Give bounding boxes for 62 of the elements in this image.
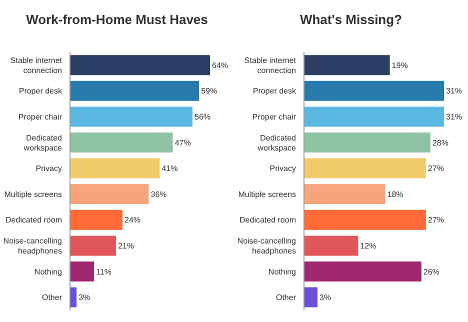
- data-label: 41%: [162, 164, 178, 174]
- bar: [70, 132, 173, 152]
- data-label: 26%: [423, 267, 440, 276]
- y-tick-label: Proper desk: [252, 86, 297, 96]
- bar: [70, 210, 122, 230]
- y-tick-label: Other: [276, 292, 296, 302]
- bar: [70, 236, 116, 256]
- bar: [70, 261, 94, 282]
- data-label: 64%: [212, 60, 228, 70]
- y-tick-label: Noise-cancelling headphones: [3, 236, 62, 255]
- y-tick-label: Other: [42, 292, 62, 302]
- bar: [304, 236, 358, 256]
- bar: [70, 287, 77, 308]
- data-label: 31%: [446, 112, 462, 122]
- y-tick-label: Dedicated room: [240, 215, 296, 224]
- chart-title: What's Missing?: [298, 11, 404, 29]
- bar: [70, 158, 160, 178]
- data-label: 27%: [428, 216, 444, 225]
- y-tick-label: Noise-cancelling headphones: [237, 236, 296, 255]
- bar: [70, 106, 192, 127]
- data-label: 31%: [446, 86, 462, 96]
- y-tick-label: Dedicated workspace: [22, 132, 63, 152]
- bar: [70, 80, 200, 101]
- bar: [304, 158, 426, 178]
- y-tick-label: Stable internet connection: [10, 55, 63, 74]
- y-tick-label: Proper chair: [252, 112, 296, 121]
- data-label: 11%: [96, 267, 112, 276]
- y-tick-label: Proper desk: [18, 86, 63, 96]
- data-label: 27%: [428, 164, 444, 174]
- y-tick-label: Nothing: [34, 266, 62, 276]
- data-label: 24%: [124, 216, 141, 225]
- bar: [304, 80, 444, 101]
- bar: [304, 106, 444, 127]
- data-label: 21%: [118, 242, 134, 251]
- y-tick-label: Multiple screens: [4, 189, 62, 198]
- y-tick-label: Dedicated workspace: [256, 132, 297, 152]
- data-label: 59%: [201, 86, 218, 96]
- data-label: 12%: [360, 242, 376, 251]
- bar: [70, 184, 149, 204]
- chart-title: Work-from-Home Must Haves: [25, 11, 209, 29]
- y-tick-label: Multiple screens: [238, 189, 296, 198]
- data-label: 18%: [387, 190, 404, 199]
- bar: [304, 210, 426, 230]
- y-tick-label: Stable internet connection: [244, 55, 297, 74]
- bar: [304, 184, 386, 204]
- y-tick-label: Nothing: [268, 266, 296, 276]
- data-label: 47%: [174, 138, 191, 148]
- data-label: 28%: [432, 138, 448, 148]
- data-label: 3%: [320, 293, 332, 302]
- data-label: 3%: [78, 293, 90, 302]
- y-tick-label: Privacy: [270, 164, 296, 173]
- bar: [304, 132, 430, 152]
- data-label: 36%: [150, 190, 167, 199]
- data-label: 56%: [194, 112, 211, 122]
- y-tick-label: Privacy: [36, 164, 62, 173]
- bar: [304, 261, 422, 282]
- y-tick-label: Dedicated room: [6, 215, 62, 224]
- data-label: 19%: [392, 60, 408, 70]
- bar: [304, 287, 318, 308]
- bar: [304, 55, 390, 76]
- y-tick-label: Proper chair: [18, 112, 62, 121]
- bar: [70, 55, 210, 76]
